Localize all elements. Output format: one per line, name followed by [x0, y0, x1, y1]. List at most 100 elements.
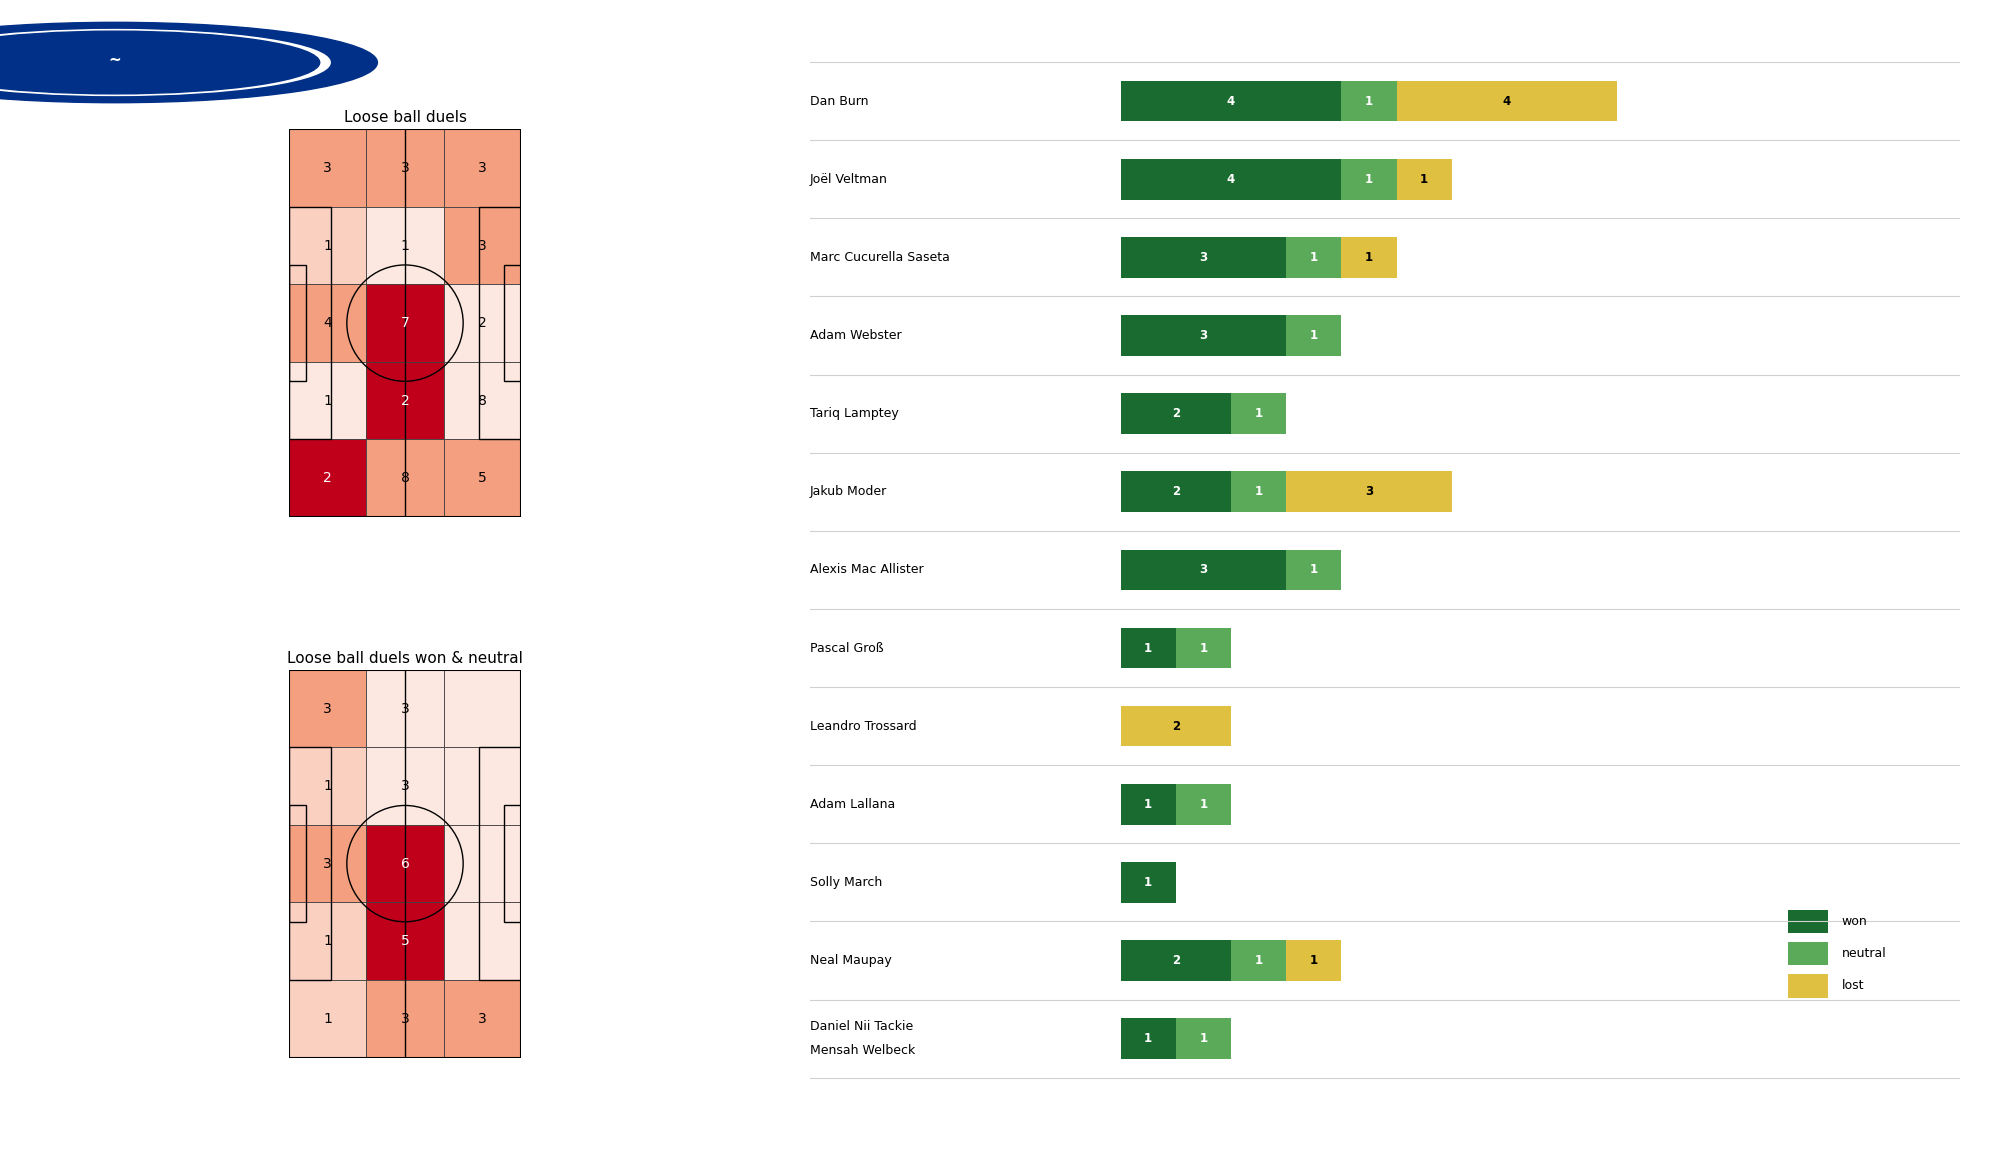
- Text: 1: 1: [1364, 250, 1372, 264]
- Text: 1: 1: [1254, 954, 1262, 967]
- Bar: [366, 980, 444, 1058]
- Text: 1: 1: [400, 239, 410, 253]
- Bar: [1120, 784, 1176, 825]
- Text: 7: 7: [400, 316, 410, 330]
- Bar: [366, 747, 444, 825]
- Text: 5: 5: [400, 934, 410, 948]
- Bar: [1286, 471, 1452, 512]
- Text: 8: 8: [478, 394, 486, 408]
- Bar: [1342, 237, 1396, 277]
- Text: won: won: [1842, 915, 1868, 928]
- Bar: [504, 806, 522, 921]
- Bar: [478, 747, 522, 980]
- Bar: [1120, 394, 1230, 434]
- Text: 1: 1: [324, 934, 332, 948]
- Text: Joël Veltman: Joël Veltman: [810, 173, 888, 186]
- Text: neutral: neutral: [1842, 947, 1886, 960]
- Bar: [1788, 909, 1828, 933]
- Text: Neal Maupay: Neal Maupay: [810, 954, 892, 967]
- Bar: [1230, 394, 1286, 434]
- Text: 6: 6: [400, 857, 410, 871]
- Text: 1: 1: [1254, 407, 1262, 421]
- Bar: [1120, 315, 1286, 356]
- Text: 3: 3: [324, 857, 332, 871]
- Bar: [444, 670, 522, 747]
- Text: Adam Webster: Adam Webster: [810, 329, 902, 342]
- Bar: [288, 284, 366, 362]
- Bar: [1120, 862, 1176, 902]
- Text: 1: 1: [1144, 1032, 1152, 1046]
- Bar: [288, 362, 366, 439]
- Text: 2: 2: [1172, 485, 1180, 498]
- Bar: [444, 980, 522, 1058]
- Text: 1: 1: [1310, 563, 1318, 577]
- Text: 3: 3: [1200, 563, 1208, 577]
- Text: 3: 3: [478, 1012, 486, 1026]
- Bar: [444, 129, 522, 207]
- Text: 4: 4: [1502, 94, 1512, 108]
- Bar: [444, 747, 522, 825]
- Circle shape: [0, 29, 330, 95]
- Bar: [1120, 940, 1230, 981]
- Bar: [288, 902, 366, 980]
- Text: Solly March: Solly March: [810, 875, 882, 889]
- Text: 1: 1: [324, 239, 332, 253]
- Text: Brighton: Brighton: [184, 46, 338, 80]
- Text: 2: 2: [1172, 954, 1180, 967]
- Title: Loose ball duels: Loose ball duels: [344, 110, 466, 126]
- Bar: [1120, 550, 1286, 590]
- Text: Dan Burn: Dan Burn: [810, 94, 868, 108]
- Text: 8: 8: [400, 471, 410, 485]
- Bar: [1396, 81, 1618, 121]
- Text: 1: 1: [1364, 94, 1372, 108]
- Bar: [288, 439, 366, 517]
- Bar: [366, 362, 444, 439]
- Bar: [288, 747, 366, 825]
- Bar: [288, 129, 366, 207]
- Text: 1: 1: [324, 1012, 332, 1026]
- Bar: [1176, 627, 1230, 669]
- Text: Jakub Moder: Jakub Moder: [810, 485, 888, 498]
- Bar: [288, 264, 306, 381]
- Text: Marc Cucurella Saseta: Marc Cucurella Saseta: [810, 250, 950, 264]
- Text: 1: 1: [1144, 642, 1152, 654]
- Bar: [1286, 550, 1342, 590]
- Bar: [444, 825, 522, 902]
- Text: 1: 1: [1144, 798, 1152, 811]
- Text: lost: lost: [1842, 979, 1864, 993]
- Text: 1: 1: [1310, 954, 1318, 967]
- Bar: [288, 207, 366, 284]
- Text: 1: 1: [1200, 642, 1208, 654]
- Bar: [1230, 940, 1286, 981]
- Bar: [444, 284, 522, 362]
- Bar: [1120, 627, 1176, 669]
- Bar: [444, 207, 522, 284]
- Bar: [1286, 237, 1342, 277]
- Bar: [366, 129, 444, 207]
- Bar: [1286, 940, 1342, 981]
- Bar: [1120, 159, 1342, 200]
- Bar: [478, 207, 522, 439]
- Bar: [1120, 81, 1342, 121]
- Text: 4: 4: [1226, 173, 1236, 186]
- Text: 2: 2: [324, 471, 332, 485]
- Text: Daniel Nii Tackie: Daniel Nii Tackie: [810, 1020, 914, 1033]
- Bar: [1342, 159, 1396, 200]
- Text: 5: 5: [478, 471, 486, 485]
- Bar: [366, 207, 444, 284]
- Bar: [444, 362, 522, 439]
- Bar: [1176, 1019, 1230, 1059]
- Bar: [444, 439, 522, 517]
- Text: 3: 3: [1200, 329, 1208, 342]
- Text: 3: 3: [324, 701, 332, 716]
- Bar: [288, 747, 332, 980]
- Circle shape: [0, 32, 320, 94]
- Bar: [288, 980, 366, 1058]
- Text: 1: 1: [1310, 329, 1318, 342]
- Bar: [504, 264, 522, 381]
- Bar: [1396, 159, 1452, 200]
- Bar: [1120, 706, 1230, 746]
- Bar: [1120, 471, 1230, 512]
- Bar: [1176, 784, 1230, 825]
- Bar: [366, 670, 444, 747]
